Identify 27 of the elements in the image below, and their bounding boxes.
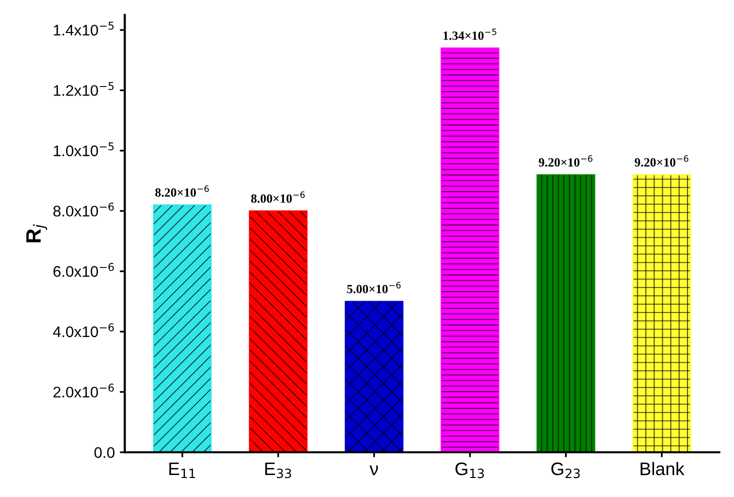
data-label: 1.34×10$^{−5}$: [444, 28, 496, 40]
bar: [152, 204, 212, 452]
x-tick-label: E$_{11}$: [169, 462, 196, 478]
data-label: 9.20×10$^{−6}$: [538, 155, 592, 167]
y-tick-label: 1.4x10$^{−5}$: [54, 22, 114, 36]
data-label: 9.20×10$^{−6}$: [634, 155, 688, 167]
data-label: 8.00×10$^{−6}$: [251, 191, 305, 203]
y-axis-title: R$_{j}$: [26, 224, 48, 242]
y-tick-label: 2.0x10$^{−6}$: [53, 384, 114, 398]
x-tick-label: G$_{23}$: [551, 462, 580, 478]
bar: [536, 174, 596, 452]
bar: [248, 210, 308, 452]
y-tick-label: 0.0: [94, 447, 114, 458]
bar: [632, 174, 692, 452]
y-tick-label: 4.0x10$^{−6}$: [53, 323, 114, 338]
y-tick-label: 6.0x10$^{−6}$: [54, 262, 114, 277]
x-tick-label: Blank: [640, 462, 684, 476]
y-tick-label: 1.0x10$^{−5}$: [54, 142, 114, 156]
x-tick-label: ν: [370, 466, 378, 476]
x-tick-label: E$_{33}$: [265, 462, 292, 478]
bar: [440, 48, 500, 452]
x-tick-label: G$_{13}$: [455, 462, 484, 478]
data-label: 5.00×10$^{−6}$: [347, 282, 401, 294]
y-tick-label: 1.2x10$^{−5}$: [54, 82, 114, 96]
bar: [344, 300, 404, 452]
data-label: 8.20×10$^{−6}$: [155, 185, 209, 197]
y-tick-label: 8.0x10$^{−6}$: [53, 202, 114, 217]
